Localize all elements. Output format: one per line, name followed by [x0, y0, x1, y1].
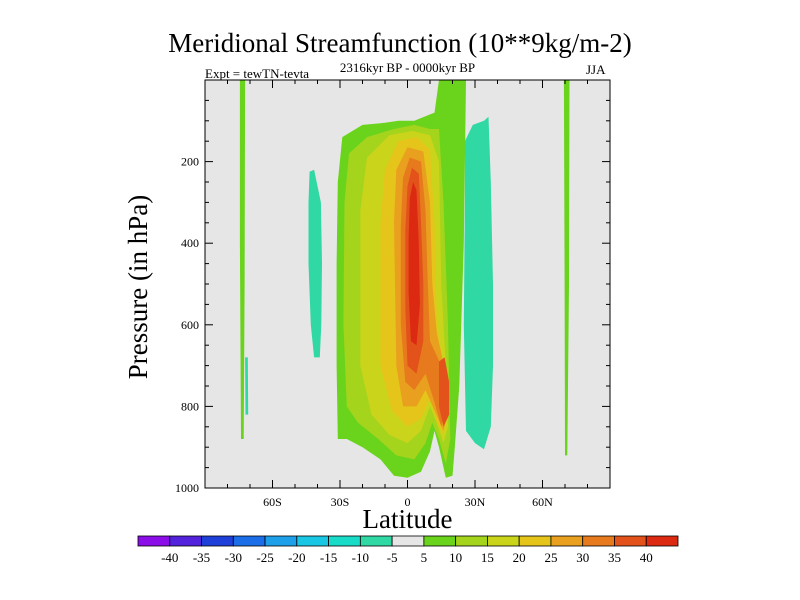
experiment-label: Expt = tewTN-tevta [205, 66, 310, 81]
colorbar-swatch [169, 535, 202, 547]
colorbar-swatch [423, 535, 457, 547]
x-tick-label: 60N [532, 495, 553, 509]
colorbar-swatch [137, 535, 171, 547]
colorbar-swatch [518, 535, 552, 547]
north-negative-cell [463, 116, 493, 450]
y-tick-label: 600 [181, 318, 199, 332]
colorbar-label: 5 [421, 550, 428, 565]
x-tick-label: 0 [405, 495, 411, 509]
x-tick-label: 60S [263, 495, 282, 509]
colorbar-label: -35 [193, 550, 210, 565]
chart-subtitle: 2316kyr BP - 0000kyr BP [339, 60, 476, 75]
colorbar-swatch [359, 535, 393, 547]
y-tick-label: 200 [181, 155, 199, 169]
colorbar-swatch [550, 535, 584, 547]
colorbar-label: -30 [225, 550, 242, 565]
colorbar-swatch [582, 535, 615, 547]
central-secondary-max [439, 357, 450, 427]
south-negative-cell [308, 169, 322, 358]
central-positive-max-40 [408, 182, 420, 346]
y-tick-label: 1000 [175, 481, 199, 495]
north-polar-positive-strip [563, 80, 570, 456]
colorbar-label: 10 [449, 550, 462, 565]
colorbar-swatch [264, 535, 298, 547]
x-axis-label: Latitude [362, 504, 453, 534]
colorbar-label: 35 [608, 550, 621, 565]
season-label: JJA [586, 62, 606, 77]
colorbar-swatch [232, 535, 266, 547]
colorbar-label: -25 [256, 550, 273, 565]
colorbar-swatch [201, 535, 234, 547]
colorbar-label: -15 [320, 550, 337, 565]
colorbar-swatch [391, 535, 425, 547]
colorbar-label: 20 [513, 550, 526, 565]
colorbar-label: 40 [640, 550, 653, 565]
colorbar-label: -10 [352, 550, 369, 565]
colorbar-label: 15 [481, 550, 494, 565]
y-axis-label: Pressure (in hPa) [123, 194, 153, 380]
colorbar-swatch [328, 535, 361, 547]
colorbar-swatch [614, 535, 647, 547]
south-narrow-negative-patch [245, 357, 249, 415]
colorbar-label: -5 [387, 550, 398, 565]
south-polar-positive-strip [239, 80, 246, 439]
colorbar-label: -40 [161, 550, 178, 565]
x-tick-label: 30S [331, 495, 350, 509]
colorbar-swatch [645, 535, 679, 547]
colorbar-swatch [296, 535, 329, 547]
colorbar-swatch [487, 535, 520, 547]
x-tick-label: 30N [465, 495, 486, 509]
colorbar-label: 25 [544, 550, 557, 565]
colorbar-label: -20 [288, 550, 305, 565]
chart-title: Meridional Streamfunction (10**9kg/m-2) [168, 28, 632, 58]
y-tick-label: 400 [181, 236, 199, 250]
colorbar-swatch [455, 535, 488, 547]
colorbar-label: 30 [576, 550, 589, 565]
y-tick-label: 800 [181, 399, 199, 413]
